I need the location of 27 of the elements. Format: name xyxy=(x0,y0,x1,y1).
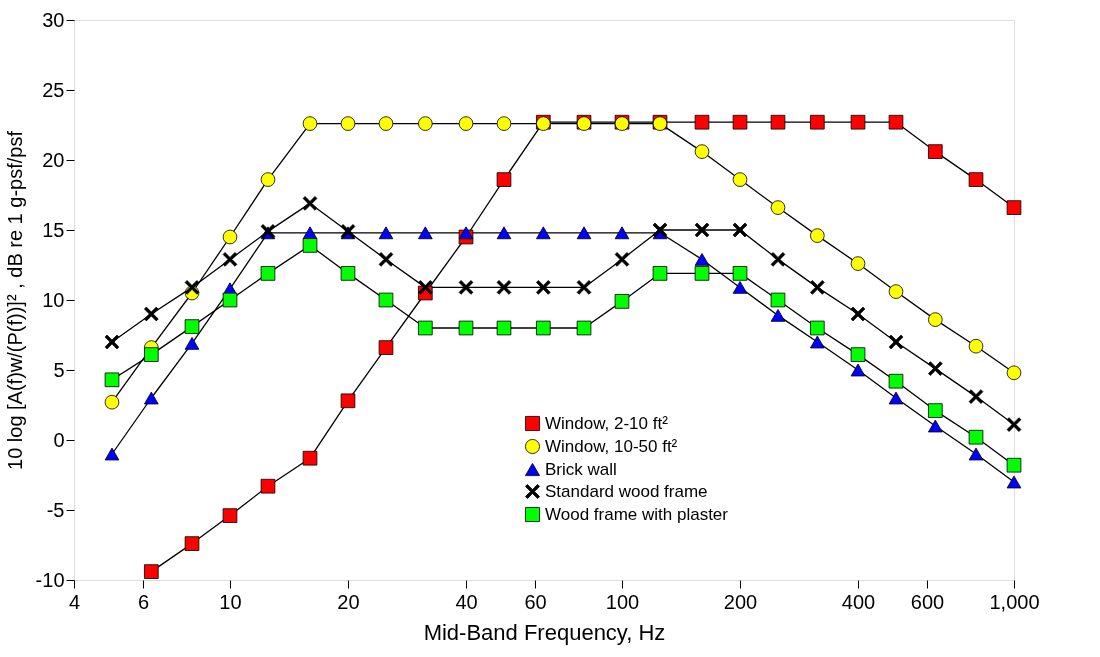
y-tick-label: 5 xyxy=(53,358,65,381)
x-tick-label: 20 xyxy=(337,590,360,613)
y-tick-label: 0 xyxy=(53,428,65,451)
x-axis-title: Mid-Band Frequency, Hz xyxy=(423,619,666,645)
y-tick-label: 10 xyxy=(42,288,65,311)
y-tick-label: -10 xyxy=(35,568,65,591)
legend-label: Brick wall xyxy=(545,459,617,479)
legend-label: Window, 10-50 ft² xyxy=(545,436,678,456)
x-tick-label: 200 xyxy=(723,590,758,613)
legend-label: Wood frame with plaster xyxy=(545,504,729,524)
y-axis-title: 10 log [A(f)w/(P(f))]² , dB re 1 g-psf/psf xyxy=(3,130,26,470)
y-tick-label: 30 xyxy=(42,8,65,31)
legend-label: Standard wood frame xyxy=(545,481,708,501)
legend-label: Window, 2-10 ft² xyxy=(545,413,669,433)
y-tick-label: 25 xyxy=(42,78,65,101)
x-tick-label: 1,000 xyxy=(989,590,1040,613)
y-tick-label: 15 xyxy=(42,218,65,241)
x-tick-label: 600 xyxy=(910,590,945,613)
x-tick-label: 10 xyxy=(219,590,242,613)
x-tick-label: 60 xyxy=(524,590,547,613)
x-tick-label: 400 xyxy=(841,590,876,613)
x-tick-label: 4 xyxy=(68,590,81,613)
y-tick-label: 20 xyxy=(42,148,65,171)
x-tick-label: 100 xyxy=(605,590,640,613)
y-tick-label: -5 xyxy=(46,498,65,521)
x-tick-label: 40 xyxy=(455,590,478,613)
x-tick-label: 6 xyxy=(137,590,150,613)
